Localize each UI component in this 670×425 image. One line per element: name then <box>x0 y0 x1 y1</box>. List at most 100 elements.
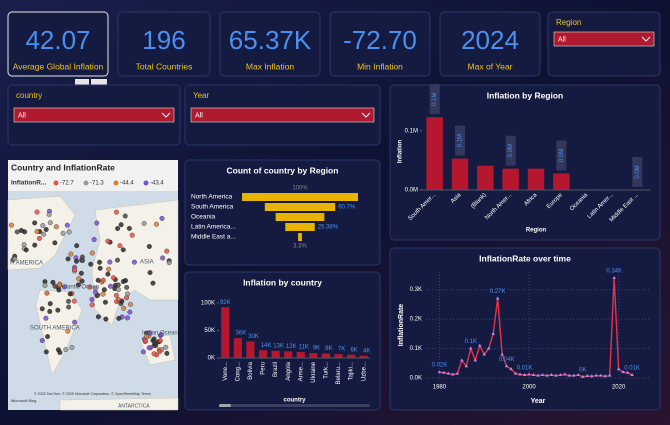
map-dot <box>64 222 70 228</box>
x-tick-label: Belaru... <box>336 362 342 385</box>
value-label: 0K <box>579 367 586 373</box>
point <box>607 373 612 377</box>
map-dot <box>118 222 124 228</box>
card-value: 42.07 <box>25 25 90 55</box>
map-dot <box>141 221 147 226</box>
map-dot <box>47 220 53 226</box>
point <box>491 331 495 335</box>
map-dot <box>115 257 120 263</box>
value-label: 3.3% <box>293 244 307 250</box>
map-dot <box>129 232 135 238</box>
map-dot <box>60 230 66 236</box>
x-tick-label: Uzbe... <box>361 362 367 381</box>
point <box>518 372 522 376</box>
legend-label: -44.4 <box>120 181 134 187</box>
chart-title: Inflation by Region <box>487 90 564 100</box>
bar <box>246 341 255 358</box>
dropdown[interactable] <box>190 107 375 123</box>
point <box>589 374 594 378</box>
y-tick-label: 0.1M <box>405 128 418 134</box>
category-label: South America <box>191 204 234 211</box>
map-dot <box>147 330 153 336</box>
point <box>625 370 630 374</box>
scroll-thumb[interactable] <box>219 404 231 407</box>
map-dot <box>126 225 132 231</box>
map-dot <box>43 349 49 355</box>
funnel-bar <box>275 213 325 221</box>
point <box>594 373 599 377</box>
legend-label: -71.3 <box>90 181 104 187</box>
point <box>585 373 590 377</box>
dropdown[interactable] <box>553 31 655 47</box>
map-dot <box>120 279 126 284</box>
chevron <box>361 112 371 118</box>
x-tick-label: 2020 <box>612 385 626 391</box>
panel <box>219 11 321 77</box>
point <box>563 372 567 376</box>
scrollbar[interactable] <box>219 404 370 407</box>
map-dot <box>108 283 113 289</box>
map-dot <box>100 291 106 297</box>
point <box>567 373 572 377</box>
point <box>630 373 634 377</box>
point <box>495 296 500 300</box>
bar <box>359 355 368 358</box>
map-dot <box>150 280 156 286</box>
map-dot <box>124 284 130 290</box>
bar <box>334 354 343 358</box>
x-axis-title: country <box>283 398 306 404</box>
map-dot <box>66 229 72 235</box>
bar <box>321 353 331 358</box>
map-dot <box>113 209 119 215</box>
legend-dot <box>83 180 89 186</box>
point <box>451 372 455 376</box>
bar <box>309 353 318 358</box>
panel <box>439 11 541 77</box>
value-label: 0.02K <box>432 363 448 369</box>
point <box>473 358 478 362</box>
map-dot <box>113 292 119 298</box>
map-dot <box>140 349 146 355</box>
funnel-bar <box>264 203 336 211</box>
card-value: 65.37K <box>229 25 312 55</box>
value-label: 0.27K <box>490 289 506 295</box>
point <box>468 346 473 350</box>
icon[interactable] <box>91 79 107 89</box>
map-dot <box>117 243 123 249</box>
slicer-label: Year <box>193 91 210 100</box>
point <box>536 373 540 377</box>
y-tick-label: 50K <box>204 328 215 334</box>
x-tick-label: Tajiki... <box>349 362 355 381</box>
point <box>572 373 576 377</box>
category-label: Latin America... <box>191 224 236 231</box>
x-tick-label: 2000 <box>522 385 536 391</box>
chevron <box>641 36 651 42</box>
map-dot <box>125 315 130 321</box>
icon[interactable] <box>75 79 89 89</box>
map-dot <box>163 344 169 350</box>
bar <box>221 307 230 358</box>
map-dot <box>103 316 109 322</box>
x-tick-label: Angola <box>286 361 292 380</box>
map-dot <box>57 282 63 288</box>
point <box>576 373 581 377</box>
x-tick-label: Brazil <box>273 362 279 377</box>
bar <box>347 354 356 358</box>
point <box>554 373 558 377</box>
label-box <box>505 135 516 166</box>
category-label: Middle East a... <box>191 234 236 241</box>
map-dot <box>116 315 122 321</box>
map-dot <box>46 212 52 218</box>
map-dot <box>89 297 95 302</box>
map-dot <box>56 287 62 293</box>
map-attribution: © 2025 TomTom, © 2025 Microsoft Corporat… <box>34 392 151 396</box>
card-value: -72.70 <box>343 25 417 55</box>
map-dot <box>50 279 56 285</box>
map-dot <box>74 258 79 264</box>
map-dot <box>121 305 127 311</box>
map-dot <box>151 351 157 357</box>
bar <box>451 158 469 190</box>
value-label: 0.1M <box>432 92 438 105</box>
dropdown[interactable] <box>13 107 175 123</box>
map-dot <box>102 299 108 305</box>
